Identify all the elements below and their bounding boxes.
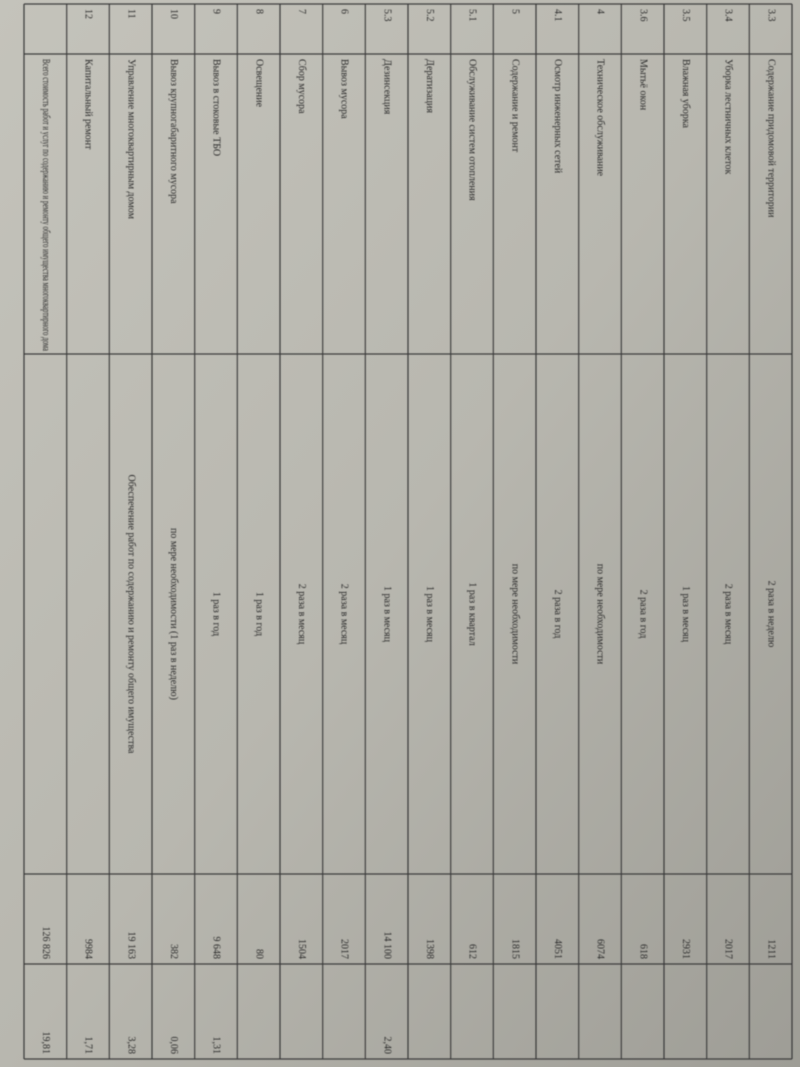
cell-text: 3.3 — [765, 9, 776, 22]
cell-text: 11 — [125, 9, 136, 19]
cell-text: Управление многоквартирным домом — [125, 59, 136, 220]
cell-text: Техническое обслуживание — [595, 59, 606, 177]
table: 3.3 Содержание придомовой территории 2 раз… — [23, 3, 793, 1060]
cell-text: Вывоз в стоковые ТБО — [211, 59, 222, 156]
cell-text: 9 648 — [211, 937, 222, 960]
cell-text: Уборка лестничных клеток — [723, 59, 734, 174]
cell-text: 80 — [253, 949, 264, 959]
cell-text: 9984 — [83, 939, 94, 959]
cell-text: 4.1 — [552, 9, 563, 22]
cell-text: 2 раза в месяц — [723, 584, 734, 645]
cell-text: Содержание и ремонт — [509, 59, 520, 153]
cell-text: 1,71 — [83, 1037, 94, 1055]
cell-text: 2 раза в год — [637, 590, 648, 639]
cell-text: 2,40 — [381, 1037, 392, 1055]
cell-text: Мытьё окон — [637, 59, 648, 111]
cell-text: 5.3 — [381, 9, 392, 22]
cell-text: 7 — [296, 9, 307, 14]
cell-text: Вывоз крупногабаритного мусора — [168, 59, 179, 204]
cell-text: 3.5 — [680, 9, 691, 22]
cell-text: 1211 — [765, 939, 776, 959]
cell-text: Влажная уборка — [680, 59, 691, 129]
cell-text: Освещение — [253, 59, 264, 108]
cell-text: 1 раз в год — [253, 592, 264, 636]
cell-text: 3.6 — [637, 9, 648, 22]
cell-text: 5 — [509, 9, 520, 14]
cell-text: 3.4 — [723, 9, 734, 22]
cell-text: 4051 — [552, 939, 563, 959]
cell-text: Капитальный ремонт — [83, 59, 94, 150]
cell-text: по мере необходимости — [595, 564, 606, 665]
cell-text: Обеспечение работ по содержанию и ремонт… — [125, 475, 136, 755]
cell-text: 1 раз в месяц — [680, 586, 691, 643]
cell-text: 2017 — [339, 939, 350, 959]
cell-text: Содержание придомовой территории — [765, 59, 776, 218]
cell-text: 19 163 — [125, 932, 136, 960]
cell-text: 8 — [253, 9, 264, 14]
cell-text: Вывоз мусора — [339, 59, 350, 119]
cell-text: 19,81 — [40, 1032, 51, 1055]
cell-text: 612 — [467, 944, 478, 959]
cell-text: 4 — [595, 9, 606, 14]
cell-text: 9 — [211, 9, 222, 14]
cell-text: Всего стоимость работ и услуг по содержа… — [40, 59, 51, 351]
cell-text: 618 — [637, 944, 648, 959]
cell-text: по мере необходимости (1 раз в неделю) — [168, 528, 179, 700]
cell-text: 3,28 — [125, 1037, 136, 1055]
cell-text: 6 — [339, 9, 350, 14]
cell-text: 2 раза в год — [552, 590, 563, 639]
cell-text: 1398 — [424, 939, 435, 959]
cell-text: 10 — [168, 9, 179, 19]
cell-text: 1 раз в год — [211, 592, 222, 636]
cell-text: 2931 — [680, 939, 691, 959]
cell-text: Дератизация — [424, 59, 435, 113]
cell-text: 1 раз в месяц — [381, 586, 392, 643]
cell-text: 5.2 — [424, 9, 435, 22]
cell-text: Сбор мусора — [296, 59, 307, 114]
cell-text: 2017 — [723, 939, 734, 959]
cell-text: 382 — [168, 944, 179, 959]
cell-text: Дезинсекция — [381, 59, 392, 115]
cell-text: 2 раза в месяц — [296, 584, 307, 645]
cell-text: 5.1 — [467, 9, 478, 22]
cell-text: 6074 — [595, 939, 606, 959]
cell-text: Осмотр инженерных сетей — [552, 59, 563, 174]
cell-text: 12 — [83, 9, 94, 19]
cell-text: Обслуживание систем отопления — [467, 59, 478, 201]
cell-text: 2 раза в неделю — [765, 581, 776, 648]
cell-text: 1815 — [509, 939, 520, 959]
cell-text: 1504 — [296, 939, 307, 959]
cell-text: 1 раз в месяц — [424, 586, 435, 643]
cell-text: по мере необходимости — [509, 564, 520, 665]
cell-text: 126 826 — [40, 927, 51, 960]
cell-text: 2 раза в месяц — [339, 584, 350, 645]
cell-text: 1 раз в квартал — [467, 582, 478, 645]
cell-text: 14 100 — [381, 932, 392, 960]
cell-text: 1,31 — [211, 1037, 222, 1055]
cell-text: 0,06 — [168, 1037, 179, 1055]
